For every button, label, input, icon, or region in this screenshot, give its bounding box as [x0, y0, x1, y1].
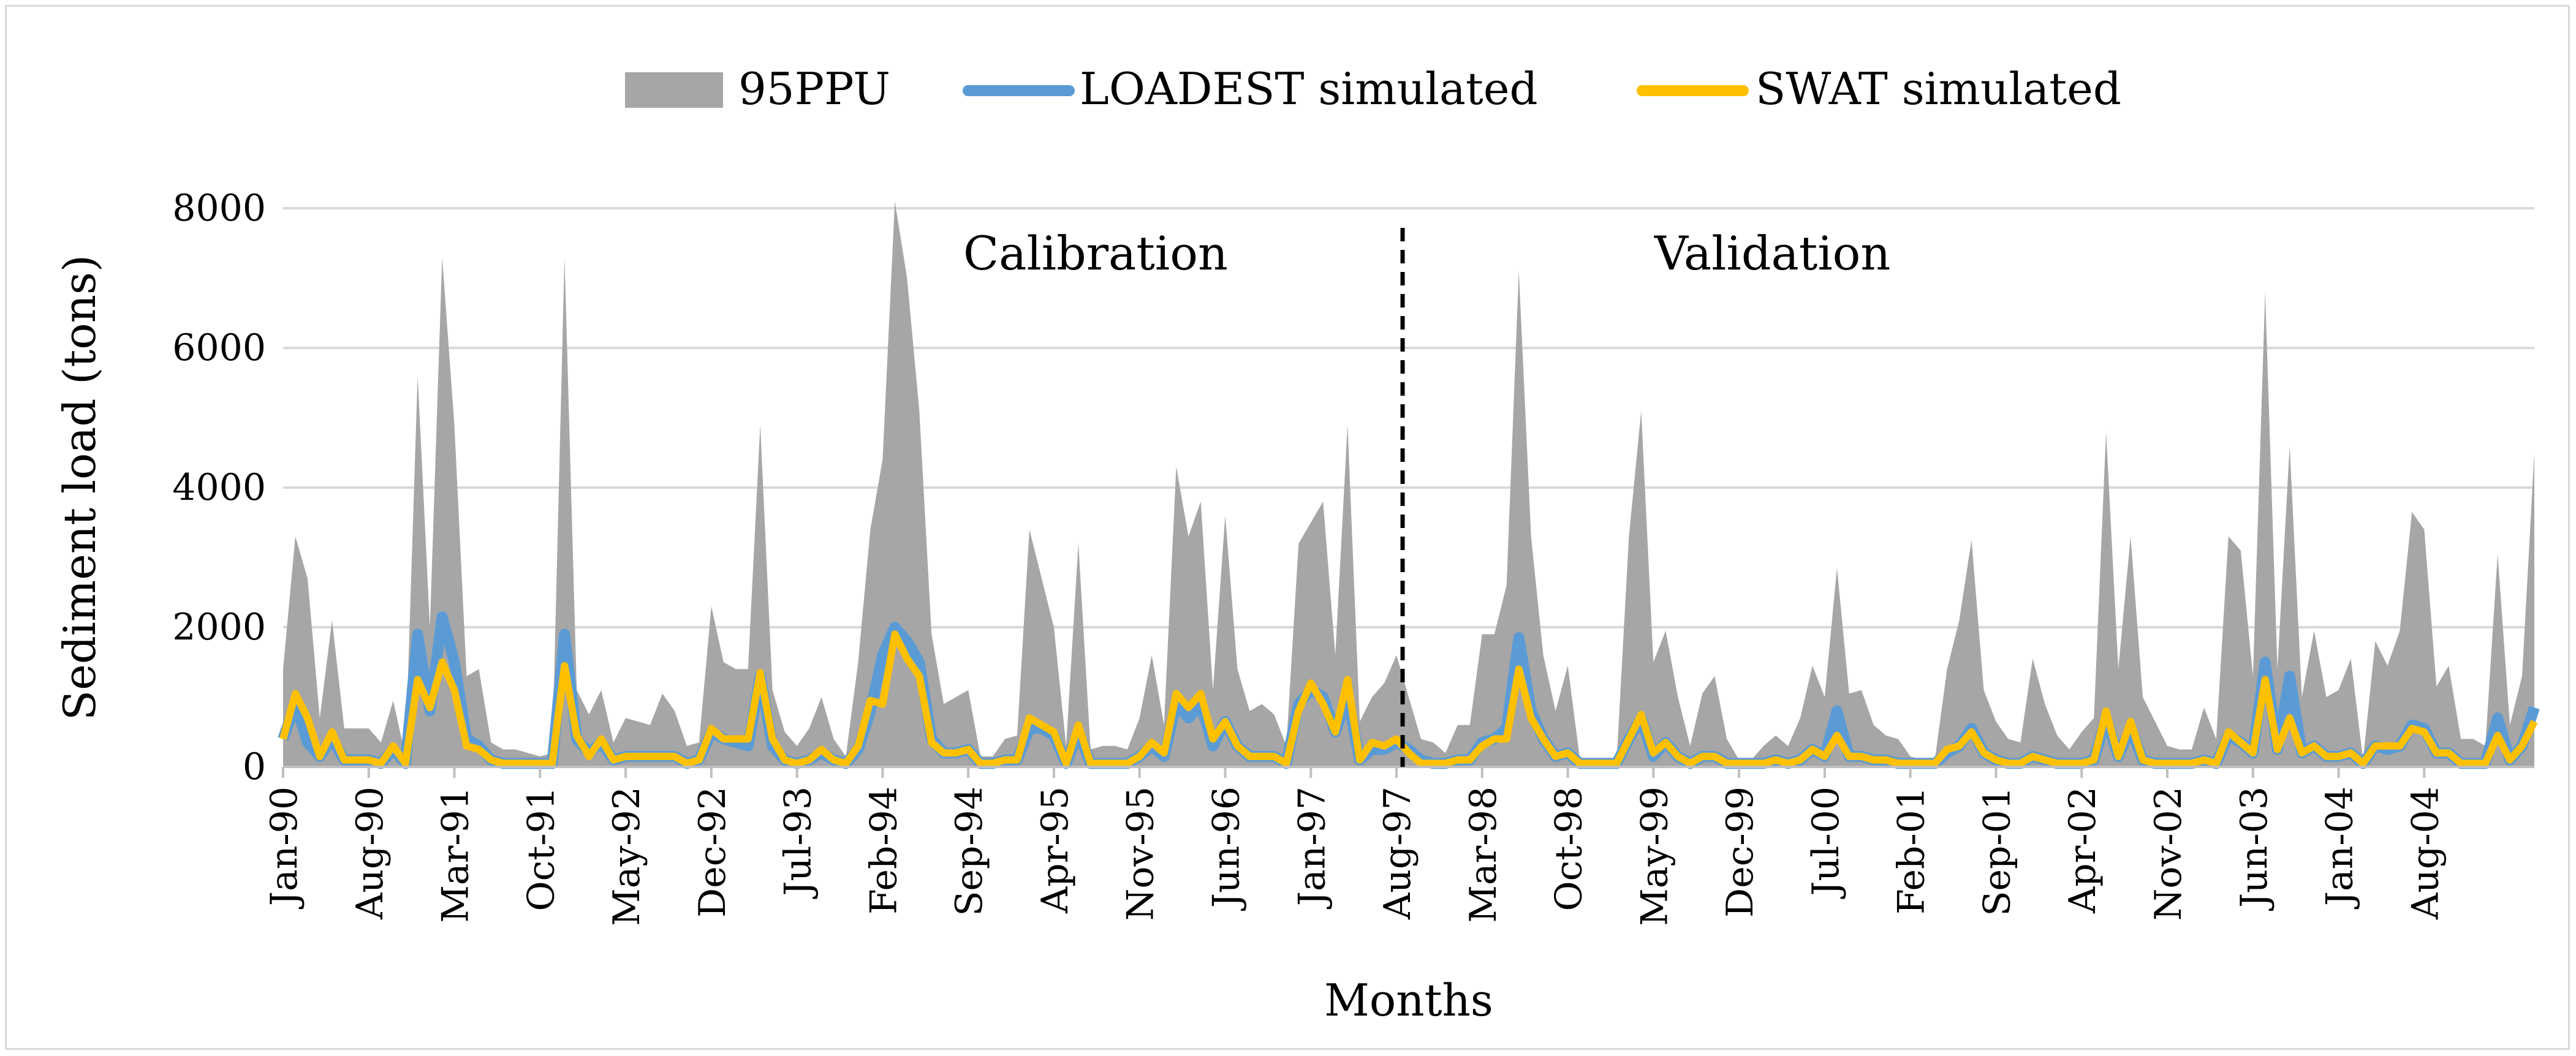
x-tick-label: Dec-92 — [691, 786, 734, 918]
y-tick-label: 6000 — [172, 326, 266, 369]
chart-frame — [5, 5, 2570, 1050]
x-tick-label: Oct-98 — [1548, 786, 1591, 911]
x-tick-label: Feb-01 — [1890, 786, 1933, 915]
grid-lines — [283, 207, 2534, 628]
x-tick-label: Sep-01 — [1976, 786, 2018, 916]
x-tick-label: Sep-94 — [948, 786, 991, 916]
y-tick-labels: 0 2000 4000 6000 8000 — [172, 187, 266, 788]
legend-label-95ppu: 95PPU — [738, 63, 890, 115]
x-tick-label: Aug-04 — [2404, 786, 2447, 920]
x-tick-label: Jan-97 — [1290, 786, 1333, 910]
x-tick-label: Mar-91 — [434, 786, 477, 923]
x-tick-label: Nov-95 — [1119, 786, 1162, 921]
x-tick-labels: Jan-90 Aug-90 Mar-91 Oct-91 May-92 Dec-92 Jul-… — [263, 786, 2447, 926]
y-tick-label: 8000 — [172, 187, 266, 230]
calibration-annotation: Calibration — [963, 226, 1228, 281]
series-line-layer — [278, 611, 2540, 769]
validation-annotation: Validation — [1654, 226, 1890, 281]
y-tick-label: 0 — [243, 745, 266, 788]
legend-swatch-95ppu — [625, 72, 723, 108]
x-tick-label: Jun-96 — [1205, 786, 1248, 911]
swat-line — [279, 630, 2538, 767]
x-tick-label: Feb-94 — [862, 786, 905, 915]
x-tick-label: Apr-95 — [1034, 786, 1077, 914]
x-axis-title: Months — [1324, 975, 1493, 1026]
x-tick-label: Aug-97 — [1376, 786, 1419, 920]
y-tick-label: 2000 — [172, 606, 266, 649]
x-tick-label: Jan-04 — [2319, 786, 2362, 910]
ppu-band — [283, 201, 2534, 767]
x-tick-label: Jun-03 — [2233, 786, 2276, 911]
x-tick-label: Oct-91 — [520, 786, 563, 911]
x-tick-label: Aug-90 — [349, 786, 392, 920]
x-tick-label: Jan-90 — [263, 786, 306, 910]
y-axis-title: Sediment load (tons) — [54, 255, 105, 720]
x-tick-label: Jul-00 — [1805, 786, 1847, 900]
x-tick-label: May-92 — [605, 786, 648, 926]
x-tick-label: Dec-99 — [1719, 786, 1762, 918]
x-tick-label: Mar-98 — [1462, 786, 1505, 923]
ppu-band-layer — [283, 201, 2534, 767]
y-tick-label: 4000 — [172, 466, 266, 509]
x-tick-label: Nov-02 — [2147, 786, 2190, 921]
axis-layer — [282, 766, 2534, 778]
x-tick-label: Jul-93 — [777, 786, 820, 900]
legend: 95PPU LOADEST simulated SWAT simulated — [625, 63, 2121, 115]
x-tick-label: May-99 — [1633, 786, 1676, 926]
legend-label-loadest: LOADEST simulated — [1080, 63, 1538, 115]
legend-label-swat: SWAT simulated — [1756, 63, 2121, 115]
x-tick-label: Apr-02 — [2061, 786, 2104, 914]
